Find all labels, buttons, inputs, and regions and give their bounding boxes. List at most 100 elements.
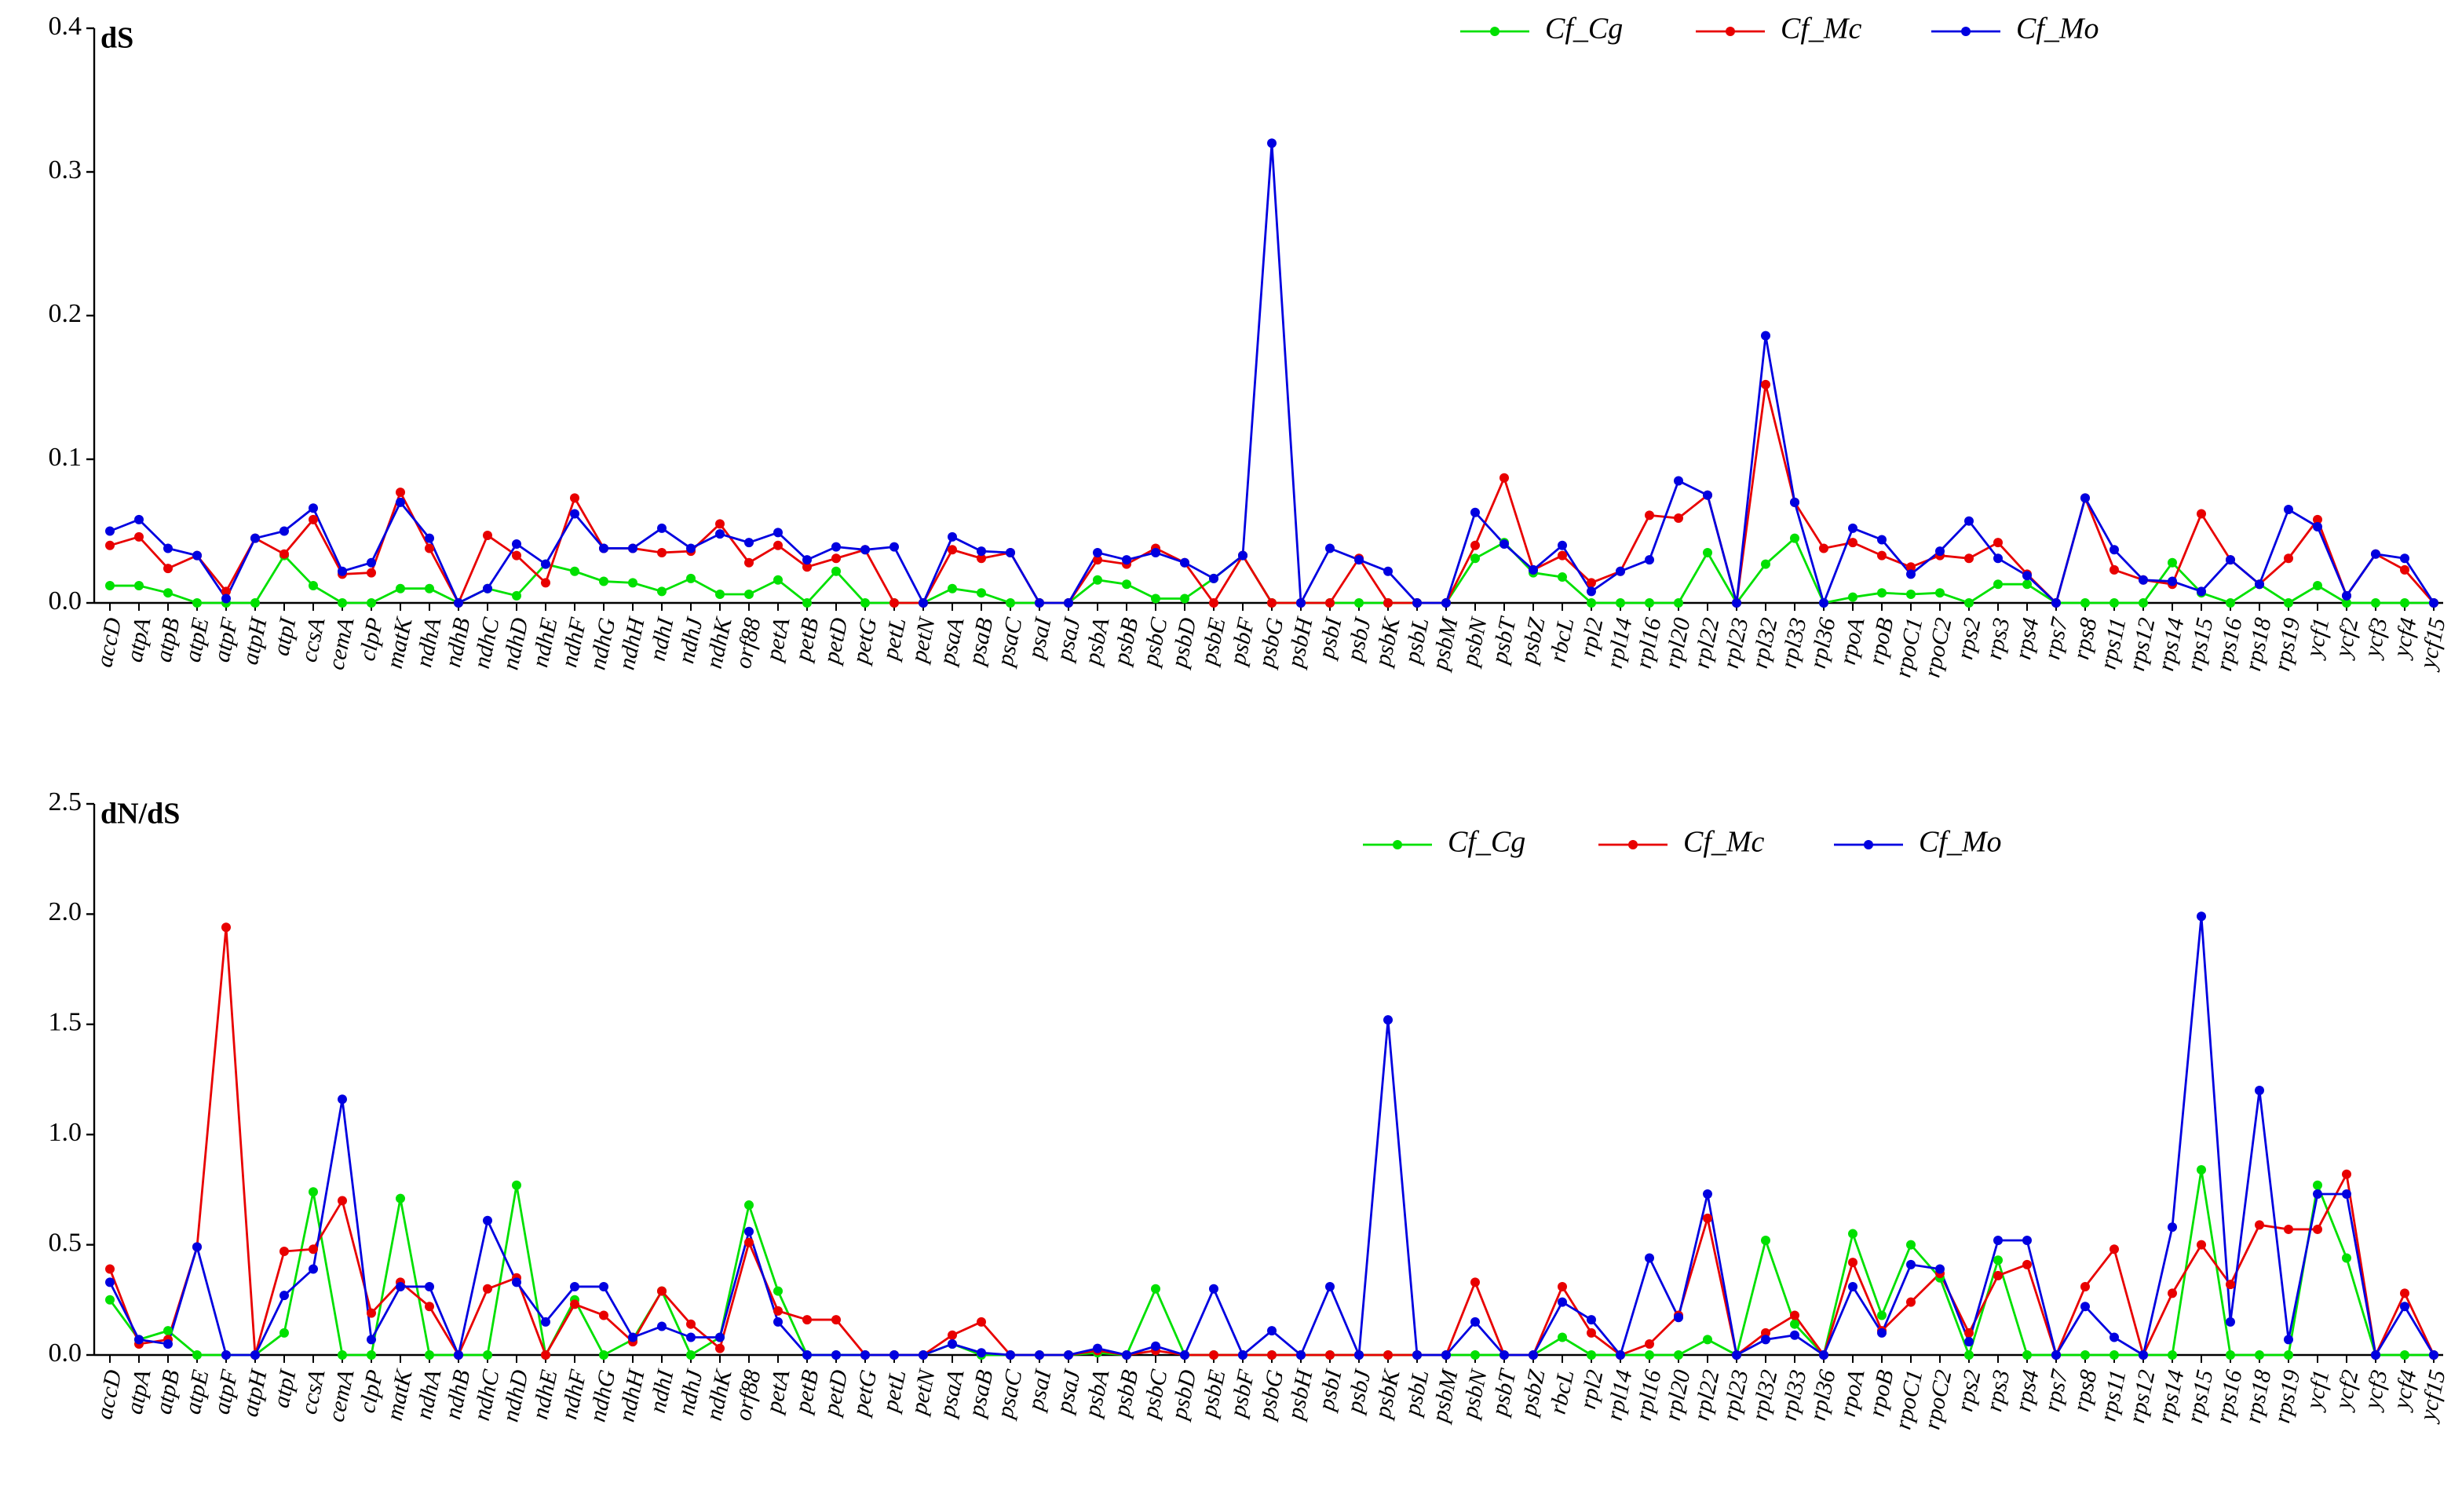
- data-point: [425, 583, 434, 593]
- data-point: [338, 566, 347, 576]
- data-point: [1819, 1350, 1828, 1360]
- data-point: [163, 543, 173, 553]
- data-point: [1732, 1350, 1741, 1360]
- data-point: [163, 564, 173, 574]
- data-point: [367, 557, 376, 568]
- data-point: [541, 559, 550, 569]
- legend-label: Cf_Mo: [2016, 13, 2099, 46]
- legend-marker: [1393, 840, 1402, 849]
- data-point: [105, 581, 115, 591]
- data-point: [1935, 588, 1945, 598]
- data-point: [2313, 1189, 2322, 1200]
- data-point: [367, 598, 376, 608]
- data-point: [163, 1326, 173, 1336]
- data-point: [134, 514, 144, 524]
- data-point: [831, 566, 841, 576]
- data-point: [1441, 598, 1451, 608]
- data-point: [454, 1350, 463, 1360]
- data-point: [744, 1237, 754, 1247]
- data-point: [570, 1281, 579, 1291]
- data-point: [1587, 1315, 1596, 1325]
- data-point: [2197, 1240, 2206, 1250]
- data-point: [1848, 523, 1857, 533]
- data-point: [2168, 557, 2177, 568]
- data-point: [1790, 497, 1799, 507]
- data-point: [2400, 553, 2409, 564]
- data-point: [889, 542, 899, 552]
- data-point: [599, 1281, 608, 1291]
- data-point: [1093, 1343, 1102, 1353]
- data-point: [1993, 1255, 2003, 1265]
- data-point: [2110, 1350, 2119, 1360]
- data-point: [2051, 598, 2061, 608]
- data-point: [919, 1350, 928, 1360]
- data-point: [279, 1328, 289, 1338]
- data-point: [1383, 1015, 1393, 1025]
- legend-marker: [1628, 840, 1638, 849]
- data-point: [1238, 1350, 1247, 1360]
- data-point: [1906, 1240, 1916, 1250]
- data-point: [2313, 1180, 2322, 1190]
- data-point: [2284, 1224, 2293, 1234]
- data-point: [860, 545, 870, 555]
- data-point: [1354, 555, 1364, 565]
- data-point: [1470, 1317, 1480, 1327]
- data-point: [2168, 1350, 2177, 1360]
- data-point: [425, 543, 434, 553]
- data-point: [1587, 1328, 1596, 1338]
- data-point: [977, 1348, 986, 1358]
- data-point: [2110, 545, 2119, 555]
- data-point: [1499, 473, 1509, 483]
- data-point: [1006, 1350, 1015, 1360]
- data-point: [715, 1343, 725, 1353]
- data-point: [1035, 598, 1044, 608]
- data-point: [657, 523, 667, 533]
- data-point: [919, 598, 928, 608]
- data-point: [599, 1350, 608, 1360]
- y-tick-label: 0.4: [49, 12, 82, 41]
- data-point: [2022, 1259, 2032, 1269]
- data-point: [192, 598, 202, 608]
- data-point: [715, 529, 725, 539]
- chart-title: dN/dS: [100, 798, 180, 831]
- data-point: [425, 1302, 434, 1312]
- data-point: [1209, 573, 1218, 583]
- data-point: [1877, 1328, 1887, 1338]
- data-point: [1558, 1297, 1567, 1307]
- data-point: [2110, 598, 2119, 608]
- data-point: [2168, 1288, 2177, 1298]
- data-point: [773, 1286, 783, 1296]
- data-point: [657, 547, 667, 557]
- data-point: [1267, 1350, 1277, 1360]
- data-point: [221, 922, 231, 933]
- data-point: [1151, 593, 1160, 604]
- data-point: [570, 566, 579, 576]
- data-point: [512, 1277, 521, 1287]
- data-point: [1761, 1235, 1770, 1245]
- data-point: [425, 1281, 434, 1291]
- data-point: [1499, 539, 1509, 549]
- data-point: [1935, 546, 1945, 557]
- data-point: [1267, 138, 1277, 148]
- data-point: [1703, 1335, 1712, 1345]
- data-point: [1674, 1313, 1683, 1323]
- data-point: [2284, 1335, 2293, 1345]
- data-point: [483, 1350, 492, 1360]
- data-point: [948, 583, 957, 593]
- legend-label: Cf_Cg: [1545, 13, 1623, 46]
- data-point: [396, 488, 405, 498]
- data-point: [105, 526, 115, 536]
- data-point: [1790, 1330, 1799, 1340]
- data-point: [948, 1339, 957, 1349]
- data-point: [2255, 579, 2264, 590]
- data-point: [1558, 540, 1567, 550]
- data-point: [773, 1317, 783, 1327]
- data-point: [2342, 1189, 2351, 1200]
- data-point: [396, 497, 405, 507]
- legend-label: Cf_Cg: [1448, 826, 1525, 859]
- data-point: [338, 1350, 347, 1360]
- data-point: [1441, 1350, 1451, 1360]
- data-point: [2139, 575, 2148, 585]
- data-point: [105, 540, 115, 550]
- data-point: [1470, 507, 1480, 517]
